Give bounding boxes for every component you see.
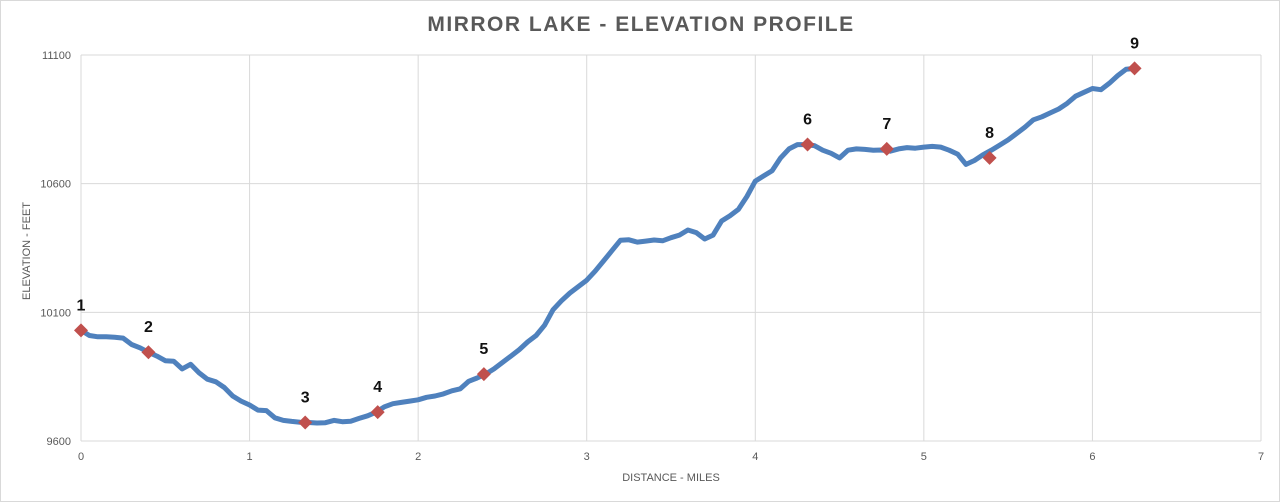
x-tick-label: 0 (78, 451, 84, 463)
line-layer (78, 65, 1138, 426)
x-tick-label: 2 (415, 451, 421, 463)
waypoint-label: 6 (803, 112, 812, 129)
waypoint-marker (298, 415, 313, 430)
waypoint-marker (476, 367, 491, 382)
waypoint-marker (800, 137, 815, 152)
waypoint-label: 2 (144, 319, 153, 336)
waypoint-marker (370, 405, 385, 420)
x-tick-label: 6 (1089, 451, 1095, 463)
axis-layer: 9600 10600 10100 11100 0 1 2 3 4 5 6 7 (40, 50, 1264, 463)
waypoint-marker (982, 150, 997, 165)
x-tick-label: 4 (752, 451, 758, 463)
waypoint-label: 7 (882, 116, 891, 133)
waypoint-label: 3 (301, 389, 310, 406)
waypoint-label: 1 (77, 297, 86, 314)
grid-layer (80, 54, 1262, 442)
x-tick-label: 5 (921, 451, 927, 463)
y-tick-label: 10600 (40, 179, 71, 191)
waypoint-marker (879, 141, 894, 156)
marker-layer: 1 2 3 4 5 6 7 8 9 (74, 35, 1142, 430)
y-tick-label: 10100 (40, 307, 71, 319)
waypoint-label: 4 (373, 379, 382, 396)
x-axis-title: DISTANCE - MILES (622, 472, 720, 484)
elevation-line (78, 65, 1138, 426)
x-tick-label: 3 (584, 451, 590, 463)
y-tick-label: 9600 (47, 436, 71, 448)
waypoint-label: 9 (1130, 35, 1139, 52)
chart-title: MIRROR LAKE - ELEVATION PROFILE (427, 13, 855, 36)
waypoint-marker (141, 345, 156, 360)
x-tick-label: 7 (1258, 451, 1264, 463)
waypoint-label: 8 (985, 125, 994, 142)
waypoint-marker (74, 323, 88, 338)
y-axis-title: ELEVATION - FEET (21, 202, 33, 300)
y-tick-label: 11100 (42, 50, 71, 62)
x-tick-label: 1 (247, 451, 253, 463)
waypoint-marker (1127, 61, 1142, 76)
waypoint-label: 5 (479, 341, 488, 358)
